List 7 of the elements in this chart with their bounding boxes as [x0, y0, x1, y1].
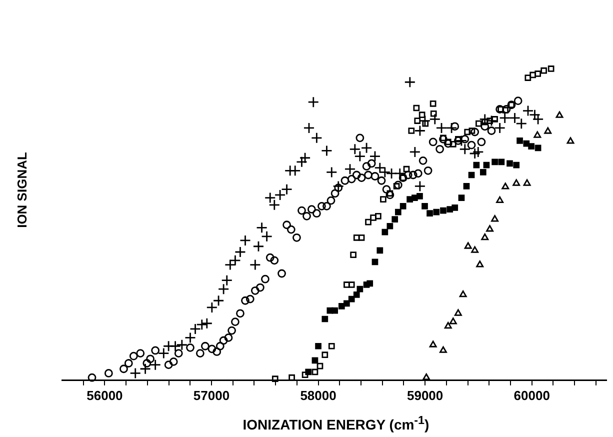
x-tick-label: 56000	[86, 388, 123, 403]
y-axis-title: ION SIGNAL	[14, 152, 30, 228]
x-tick-label: 57000	[193, 388, 230, 403]
x-tick-label: 58000	[300, 388, 336, 403]
x-tick-label: 60000	[514, 388, 550, 403]
x-axis-title: IONIZATION ENERGY (cm$^{-1}$)	[242, 414, 430, 433]
x-tick-label: 59000	[406, 388, 444, 403]
